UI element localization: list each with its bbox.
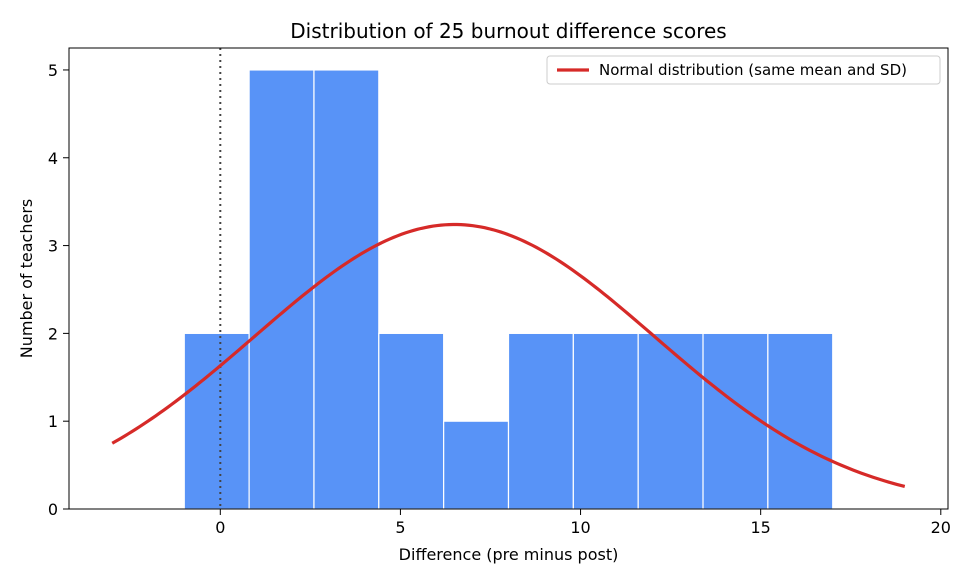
y-tick-label: 5: [48, 61, 58, 80]
histogram-bar: [507, 332, 574, 510]
normal-curve: [111, 222, 906, 489]
y-tick-label: 4: [48, 149, 58, 168]
y-tick-label: 0: [48, 500, 58, 519]
x-tick-label: 15: [750, 518, 770, 537]
legend-box: [546, 55, 941, 85]
histogram-bar: [313, 69, 380, 510]
x-axis-ticks: 0 5 10 15 20: [215, 509, 951, 537]
x-axis-title: Difference (pre minus post): [399, 545, 619, 564]
x-tick-label: 0: [215, 518, 225, 537]
histogram-bars: [183, 69, 834, 510]
plot-frame: [68, 47, 949, 510]
y-tick-label: 1: [48, 412, 58, 431]
x-tick-label: 20: [931, 518, 951, 537]
histogram-bar: [572, 332, 639, 510]
y-axis-title: Number of teachers: [17, 199, 36, 358]
histogram-bar: [183, 332, 250, 510]
histogram-bar: [702, 332, 769, 510]
y-axis-ticks: 0 1 2 3 4 5: [48, 61, 69, 519]
y-tick-label: 2: [48, 324, 58, 343]
y-tick-label: 3: [48, 237, 58, 256]
chart-title: Distribution of 25 burnout difference sc…: [290, 19, 726, 43]
x-tick-label: 10: [570, 518, 590, 537]
histogram-bar: [767, 332, 834, 510]
histogram-bar: [378, 332, 445, 510]
x-tick-label: 5: [395, 518, 405, 537]
histogram-bar: [248, 69, 315, 510]
legend-label-normal-curve: Normal distribution (same mean and SD): [599, 61, 907, 79]
histogram-bar: [637, 332, 704, 510]
legend: Normal distribution (same mean and SD): [546, 55, 941, 85]
histogram-bar: [443, 420, 510, 510]
